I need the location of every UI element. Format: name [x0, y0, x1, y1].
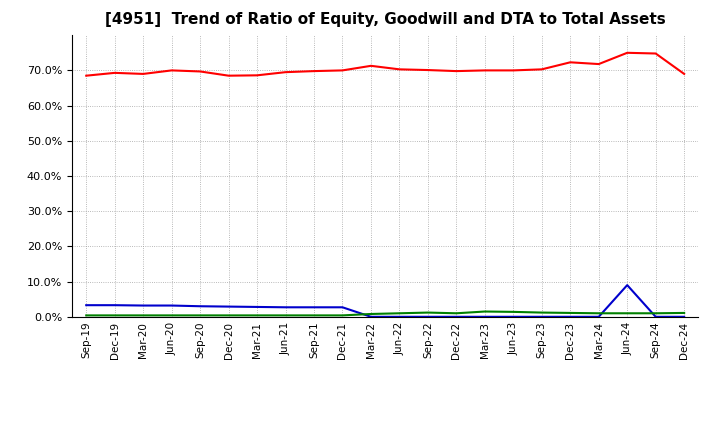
- Goodwill: [139, 303, 148, 308]
- Equity: [423, 67, 432, 73]
- Goodwill: [509, 314, 518, 319]
- Deferred Tax Assets: [480, 309, 489, 314]
- Deferred Tax Assets: [225, 313, 233, 318]
- Deferred Tax Assets: [537, 310, 546, 315]
- Deferred Tax Assets: [566, 310, 575, 315]
- Goodwill: [366, 314, 375, 319]
- Equity: [167, 68, 176, 73]
- Title: [4951]  Trend of Ratio of Equity, Goodwill and DTA to Total Assets: [4951] Trend of Ratio of Equity, Goodwil…: [105, 12, 665, 27]
- Equity: [253, 73, 261, 78]
- Goodwill: [566, 314, 575, 319]
- Goodwill: [196, 304, 204, 309]
- Goodwill: [423, 314, 432, 319]
- Goodwill: [82, 303, 91, 308]
- Deferred Tax Assets: [452, 311, 461, 316]
- Equity: [480, 68, 489, 73]
- Deferred Tax Assets: [423, 310, 432, 315]
- Equity: [110, 70, 119, 76]
- Line: Equity: Equity: [86, 53, 684, 76]
- Equity: [82, 73, 91, 78]
- Deferred Tax Assets: [282, 313, 290, 318]
- Equity: [537, 67, 546, 72]
- Equity: [395, 67, 404, 72]
- Deferred Tax Assets: [253, 313, 261, 318]
- Equity: [509, 68, 518, 73]
- Deferred Tax Assets: [623, 311, 631, 316]
- Deferred Tax Assets: [310, 313, 318, 318]
- Equity: [310, 69, 318, 74]
- Goodwill: [595, 314, 603, 319]
- Line: Deferred Tax Assets: Deferred Tax Assets: [86, 312, 684, 315]
- Equity: [338, 68, 347, 73]
- Goodwill: [310, 304, 318, 310]
- Line: Goodwill: Goodwill: [86, 285, 684, 317]
- Equity: [196, 69, 204, 74]
- Goodwill: [225, 304, 233, 309]
- Equity: [139, 71, 148, 77]
- Goodwill: [452, 314, 461, 319]
- Goodwill: [623, 282, 631, 288]
- Deferred Tax Assets: [139, 313, 148, 318]
- Equity: [680, 71, 688, 77]
- Equity: [595, 62, 603, 67]
- Deferred Tax Assets: [395, 311, 404, 316]
- Deferred Tax Assets: [82, 313, 91, 318]
- Equity: [225, 73, 233, 78]
- Goodwill: [537, 314, 546, 319]
- Goodwill: [253, 304, 261, 310]
- Goodwill: [167, 303, 176, 308]
- Equity: [452, 69, 461, 74]
- Deferred Tax Assets: [652, 311, 660, 316]
- Deferred Tax Assets: [366, 312, 375, 317]
- Equity: [652, 51, 660, 56]
- Goodwill: [282, 304, 290, 310]
- Goodwill: [338, 304, 347, 310]
- Deferred Tax Assets: [196, 313, 204, 318]
- Deferred Tax Assets: [680, 310, 688, 315]
- Equity: [566, 60, 575, 65]
- Goodwill: [395, 314, 404, 319]
- Deferred Tax Assets: [338, 313, 347, 318]
- Equity: [282, 70, 290, 75]
- Deferred Tax Assets: [110, 313, 119, 318]
- Goodwill: [110, 303, 119, 308]
- Goodwill: [652, 314, 660, 319]
- Goodwill: [680, 314, 688, 319]
- Deferred Tax Assets: [595, 311, 603, 316]
- Goodwill: [480, 314, 489, 319]
- Equity: [623, 50, 631, 55]
- Deferred Tax Assets: [509, 309, 518, 315]
- Deferred Tax Assets: [167, 313, 176, 318]
- Equity: [366, 63, 375, 69]
